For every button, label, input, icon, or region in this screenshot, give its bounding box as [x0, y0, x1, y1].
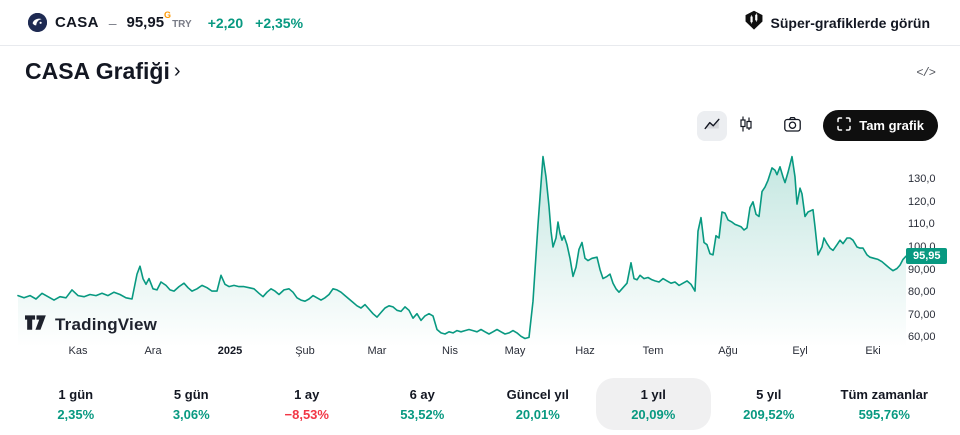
- period-label: 1 yıl: [640, 386, 666, 402]
- x-tick-label: 2025: [217, 345, 243, 357]
- currency-label: TRY: [172, 19, 192, 30]
- period-label: Güncel yıl: [506, 386, 569, 402]
- candles-chart-style-button[interactable]: [731, 111, 761, 141]
- fullscreen-label: Tam grafik: [859, 118, 924, 133]
- period-change-value: 20,01%: [515, 406, 560, 422]
- x-tick-label: Tem: [642, 345, 664, 357]
- y-tick-label: 110,0: [908, 218, 935, 231]
- tradingview-watermark-text: TradingView: [55, 315, 158, 334]
- x-tick-label: Eyl: [792, 345, 808, 357]
- period-label: 5 yıl: [756, 386, 782, 402]
- area-fill: [18, 156, 906, 347]
- area-chart-icon: [703, 115, 721, 136]
- symbol-summary: CASA – 95,95GTRY +2,20 +2,35%: [28, 10, 304, 32]
- y-tick-label: 80,00: [908, 286, 936, 299]
- current-price-badge: 95,95: [906, 248, 947, 265]
- period-button-tüm-zamanlar[interactable]: Tüm zamanlar 595,76%: [827, 378, 943, 430]
- fullscreen-chart-button[interactable]: Tam grafik: [823, 110, 938, 141]
- supercharts-icon: [744, 10, 764, 35]
- price-chart[interactable]: 130,0 120,0 110,0 100,0 90,00 80,00 70,00 60,00…: [0, 140, 960, 362]
- embed-code-icon[interactable]: </>: [916, 66, 936, 80]
- x-tick-label: Nis: [442, 345, 458, 357]
- period-selector: 1 gün 2,35% 5 gün 3,06% 1 ay −8,53% 6 ay 53,52%…: [18, 378, 942, 430]
- title-row: CASA Grafiği › </>: [25, 58, 936, 85]
- period-button-6-ay[interactable]: 6 ay 53,52%: [365, 378, 481, 430]
- period-button-1-ay[interactable]: 1 ay −8,53%: [249, 378, 365, 430]
- period-button-1-gün[interactable]: 1 gün 2,35%: [18, 378, 134, 430]
- area-chart-canvas[interactable]: [0, 140, 960, 362]
- supercharts-label: Süper-grafiklerde görün: [770, 14, 930, 31]
- x-tick-label: Şub: [295, 345, 315, 357]
- fullscreen-icon: [837, 117, 851, 134]
- period-change-value: −8,53%: [284, 406, 329, 422]
- period-label: 6 ay: [409, 386, 435, 402]
- last-price: 95,95GTRY: [126, 10, 192, 31]
- period-change-value: 3,06%: [172, 406, 210, 422]
- period-change-value: 595,76%: [858, 406, 910, 422]
- page-title[interactable]: CASA Grafiği ›: [25, 58, 181, 84]
- chart-toolbar: Tam grafik: [697, 110, 938, 141]
- tradingview-logo-icon: [25, 314, 48, 336]
- period-button-5-yıl[interactable]: 5 yıl 209,52%: [711, 378, 827, 430]
- camera-icon: [783, 115, 802, 137]
- period-button-1-yıl[interactable]: 1 yıl 20,09%: [595, 378, 711, 430]
- x-tick-label: Kas: [68, 345, 88, 357]
- y-tick-label: 120,0: [908, 195, 936, 208]
- period-change-value: 209,52%: [743, 406, 795, 422]
- period-change-value: 53,52%: [400, 406, 445, 422]
- x-tick-label: Ara: [144, 345, 162, 357]
- y-tick-label: 130,0: [908, 173, 936, 186]
- symbol-header-bar: CASA – 95,95GTRY +2,20 +2,35% Süper-graf…: [0, 0, 960, 46]
- period-label: 1 ay: [294, 386, 320, 402]
- x-tick-label: Haz: [575, 345, 595, 357]
- candlestick-icon: [737, 115, 755, 136]
- period-button-güncel-yıl[interactable]: Güncel yıl 20,01%: [480, 378, 596, 430]
- symbol-name: CASA: [55, 14, 99, 31]
- period-change-value: 2,35%: [57, 406, 95, 422]
- period-button-5-gün[interactable]: 5 gün 3,06%: [134, 378, 250, 430]
- tradingview-watermark[interactable]: TradingView: [25, 314, 157, 336]
- market-flag: G: [164, 10, 172, 20]
- period-label: 1 gün: [58, 386, 94, 402]
- period-label: Tüm zamanlar: [840, 386, 928, 402]
- price-line: [17, 155, 907, 340]
- area-chart-style-button[interactable]: [697, 110, 728, 141]
- x-tick-label: Mar: [367, 345, 387, 357]
- y-tick-label: 90,00: [908, 263, 936, 276]
- y-tick-label: 70,00: [908, 308, 936, 321]
- period-label: 5 gün: [173, 386, 209, 402]
- change-absolute: +2,20: [207, 14, 244, 31]
- screenshot-button[interactable]: [777, 111, 807, 141]
- x-tick-label: Ağu: [718, 345, 738, 357]
- separator-dash: –: [108, 14, 117, 31]
- period-change-value: 20,09%: [631, 406, 676, 422]
- x-tick-label: May: [504, 345, 526, 357]
- chevron-right-icon: ›: [173, 60, 181, 82]
- supercharts-link[interactable]: Süper-grafiklerde görün: [744, 10, 930, 35]
- change-percent: +2,35%: [255, 14, 304, 31]
- casa-logo-icon: [28, 13, 47, 32]
- y-tick-label: 60,00: [908, 331, 936, 344]
- x-tick-label: Eki: [865, 345, 881, 357]
